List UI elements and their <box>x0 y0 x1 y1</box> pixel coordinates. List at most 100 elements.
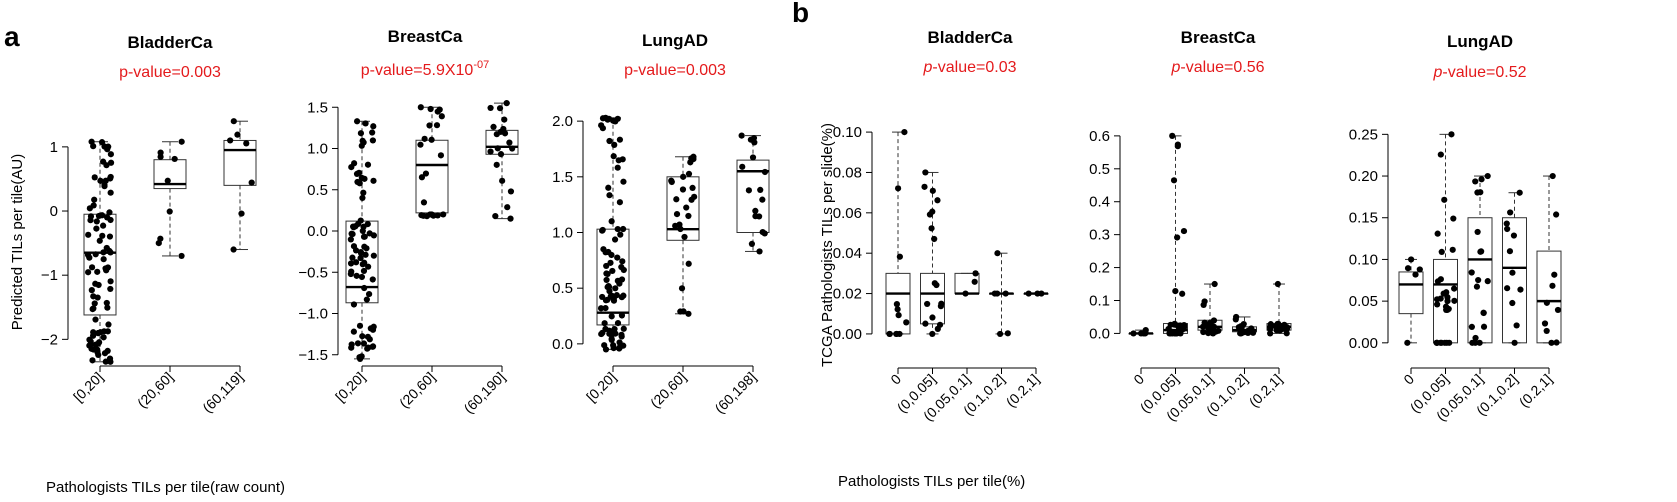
x-axis-label-panel-a: Pathologists TILs per tile(raw count) <box>46 479 285 496</box>
data-point <box>929 208 936 215</box>
data-point <box>606 192 613 199</box>
data-point <box>102 358 109 365</box>
data-point <box>359 261 366 268</box>
data-point <box>106 209 113 216</box>
data-point <box>929 314 936 321</box>
p-value-exponent: -07 <box>473 59 489 71</box>
data-point <box>894 185 902 192</box>
data-point <box>1507 209 1514 216</box>
data-point <box>428 136 435 143</box>
data-point <box>934 325 941 332</box>
x-tick-label: [0,20] <box>332 369 368 405</box>
data-point <box>611 236 619 243</box>
data-point <box>1472 334 1479 342</box>
data-point <box>1025 290 1032 297</box>
data-point <box>360 340 368 347</box>
data-point <box>1237 330 1244 337</box>
y-tick-label: 0.08 <box>833 164 862 181</box>
data-point <box>358 273 365 281</box>
data-point <box>1437 151 1444 158</box>
data-point <box>357 130 365 137</box>
data-point <box>107 189 114 196</box>
box-(0,0.05] <box>1163 132 1188 337</box>
y-axis-label: Predicted TILs per tile(AU) <box>9 154 26 330</box>
y-tick-label: −1.5 <box>298 347 328 364</box>
box-(0.05,0.1] <box>1197 280 1223 337</box>
box-(0.1,0.2] <box>1232 313 1257 337</box>
data-point <box>357 248 364 256</box>
data-point <box>1472 178 1479 185</box>
data-point <box>1412 271 1419 278</box>
data-point <box>96 237 103 244</box>
box-(0.05,0.1] <box>954 270 980 297</box>
data-point <box>605 184 612 191</box>
data-point <box>362 251 369 258</box>
data-point <box>1283 324 1291 331</box>
chart-a-lungad: LungAD p-value=0.003 2.0 1.5 1.0 0.5 0.0 [0,20]… <box>552 31 770 416</box>
data-point <box>350 301 358 308</box>
data-point <box>680 173 687 180</box>
data-point <box>685 170 693 177</box>
data-point <box>689 184 696 191</box>
data-point <box>230 118 237 125</box>
data-point <box>103 299 110 307</box>
data-point <box>85 269 92 276</box>
data-point <box>599 115 607 122</box>
data-point <box>894 306 901 313</box>
data-point <box>507 215 514 222</box>
data-point <box>178 252 185 260</box>
x-tick-label: (20,60] <box>647 369 689 411</box>
data-point <box>91 196 98 203</box>
data-point <box>929 187 936 194</box>
data-point <box>92 316 99 323</box>
data-point <box>107 278 114 285</box>
y-tick-label: 0.5 <box>1089 161 1110 178</box>
data-point <box>683 204 690 211</box>
p-value-label: p-value=0.52 <box>1433 64 1527 81</box>
data-point <box>356 354 363 361</box>
data-point <box>1167 321 1174 328</box>
data-point <box>601 320 608 327</box>
data-point <box>90 293 97 300</box>
data-point <box>1283 330 1290 337</box>
box-0 <box>1398 256 1424 346</box>
data-point <box>922 320 929 327</box>
data-point <box>608 218 615 225</box>
data-point <box>509 145 516 152</box>
data-point <box>620 178 627 185</box>
data-point <box>497 151 505 158</box>
chart-a-bladderca: BladderCa p-value=0.003 1 0 −1 −2 Predicted TI… <box>9 33 257 416</box>
data-point <box>102 265 109 272</box>
data-point <box>1450 215 1457 222</box>
data-point <box>106 233 114 240</box>
box-0 <box>1128 327 1154 337</box>
data-point <box>1438 248 1445 255</box>
data-point <box>759 196 766 203</box>
data-point <box>745 187 752 194</box>
data-point <box>1169 132 1176 139</box>
data-point <box>92 280 99 287</box>
p-value-label: p-value=5.9X10-07 <box>361 59 489 79</box>
data-point <box>691 193 698 200</box>
box-0 <box>885 128 911 338</box>
data-point <box>1267 322 1274 330</box>
data-point <box>100 256 107 263</box>
data-point <box>487 104 494 112</box>
data-point <box>370 177 377 184</box>
data-point <box>349 230 356 238</box>
data-point <box>350 328 357 335</box>
data-point <box>1142 330 1149 337</box>
y-tick-label: −1.0 <box>298 306 328 323</box>
data-point <box>1478 176 1485 183</box>
data-point <box>1408 256 1415 263</box>
data-point <box>426 122 433 129</box>
box-(0.2,1] <box>1023 290 1049 297</box>
data-point <box>438 113 445 120</box>
data-point <box>1240 320 1247 328</box>
data-point <box>1174 141 1181 148</box>
data-point <box>1553 211 1560 218</box>
data-point <box>991 290 998 297</box>
data-point <box>690 155 697 163</box>
data-point <box>91 174 98 181</box>
